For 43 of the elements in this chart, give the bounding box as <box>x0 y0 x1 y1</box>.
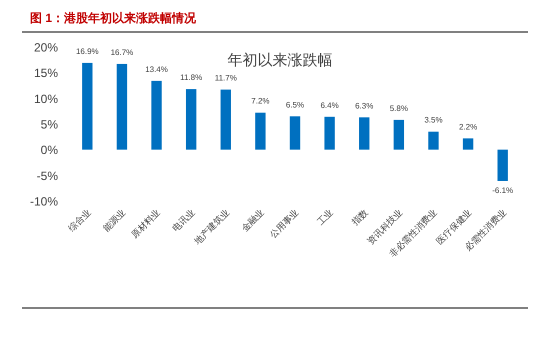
data-label: 13.4% <box>145 64 168 74</box>
chart-subtitle: 年初以来涨跌幅 <box>228 50 332 69</box>
x-tick-label: 工业 <box>315 207 336 228</box>
bar <box>290 116 300 150</box>
bar <box>82 62 92 150</box>
bar <box>151 80 162 150</box>
data-label: 3.5% <box>424 116 443 125</box>
data-label: 6.4% <box>320 100 339 110</box>
data-label: 11.8% <box>180 73 202 82</box>
data-label: 5.8% <box>390 104 408 113</box>
y-tick-label: 5% <box>40 118 58 132</box>
bar <box>394 120 404 150</box>
data-label: 11.7% <box>214 74 237 83</box>
x-tick-label: 电讯业 <box>170 207 197 234</box>
bar <box>428 132 439 150</box>
bar <box>186 89 196 150</box>
data-label: 2.2% <box>458 122 478 132</box>
bar <box>359 117 370 150</box>
data-label: 7.2% <box>251 96 270 106</box>
bar <box>498 150 508 181</box>
bar <box>324 116 335 150</box>
bar <box>116 64 128 150</box>
bar <box>255 112 266 150</box>
x-tick-label: 综合业 <box>66 207 93 234</box>
chart-title: 图 1：港股年初以来涨跌幅情况 <box>30 11 198 25</box>
data-label: 16.9% <box>76 46 99 56</box>
x-tick-label: 能源业 <box>101 207 128 234</box>
y-tick-label: 10% <box>34 92 58 106</box>
y-tick-label: -10% <box>30 194 58 208</box>
data-label: -6.1% <box>492 186 514 195</box>
y-tick-label: 0% <box>40 143 58 158</box>
x-tick-label: 金融业 <box>240 207 266 234</box>
bar <box>220 90 231 150</box>
y-tick-label: 20% <box>34 40 58 54</box>
x-tick-label: 公用事业 <box>268 207 300 240</box>
y-tick-label: 15% <box>34 66 58 80</box>
data-label: 6.3% <box>355 101 374 110</box>
x-tick-label: 指数 <box>349 207 370 228</box>
y-tick-label: -5% <box>36 168 58 183</box>
bar <box>462 138 474 150</box>
data-label: 6.5% <box>286 100 304 110</box>
x-tick-label: 原材料业 <box>129 207 162 240</box>
data-label: 16.7% <box>110 48 134 57</box>
